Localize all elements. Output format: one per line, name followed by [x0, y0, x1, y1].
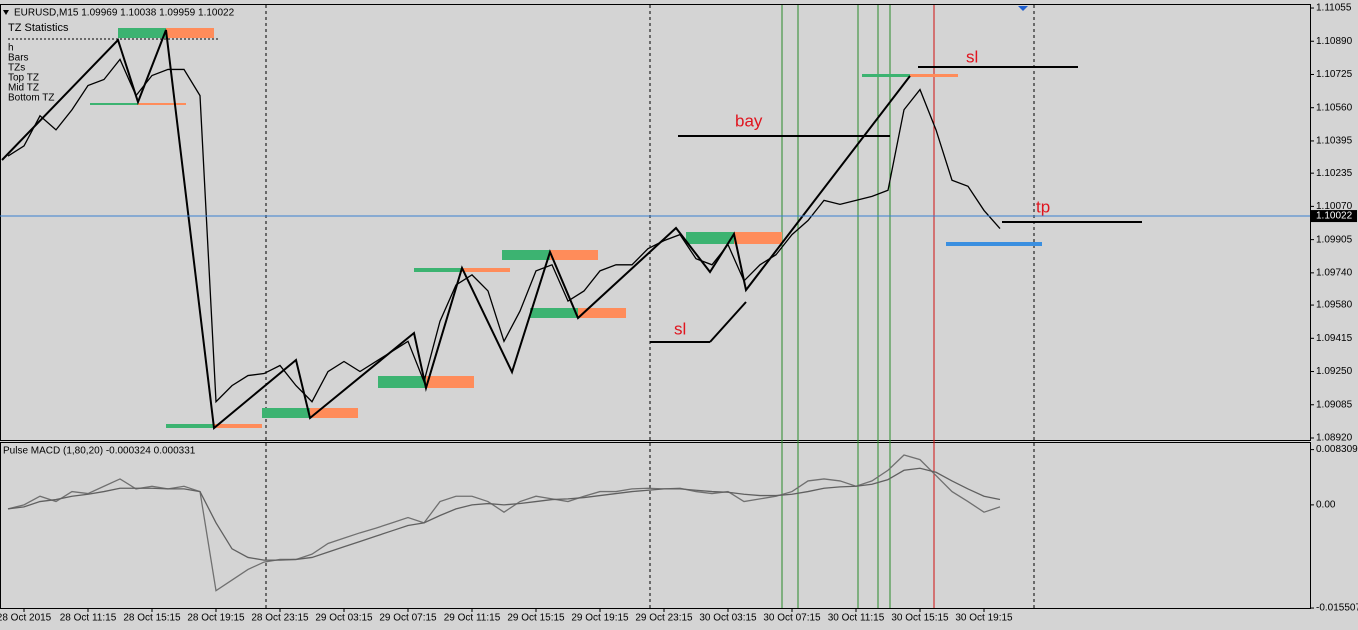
series-line	[7, 454, 1001, 592]
zone	[578, 308, 626, 318]
macd-panel	[0, 442, 1311, 609]
zone	[166, 424, 214, 428]
sl-line	[709, 301, 747, 343]
zone	[118, 28, 166, 38]
stats-label: Bars	[8, 53, 29, 64]
y-tick-label: 1.10890	[1316, 36, 1353, 47]
zones	[90, 28, 1042, 428]
main-panel	[0, 4, 1311, 441]
zone	[550, 250, 598, 260]
zone	[502, 250, 550, 260]
x-tick-label: 28 Oct 15:15	[123, 613, 181, 624]
y-tick-label: 0.008309	[1316, 444, 1358, 455]
x-tick-label: 28 Oct 23:15	[251, 613, 309, 624]
y-tick-label: 1.08920	[1316, 433, 1353, 444]
current-price-box	[1311, 210, 1357, 223]
y-tick-label: -0.015507	[1316, 603, 1358, 614]
stats-title: TZ Statistics	[8, 22, 69, 34]
zigzag	[1, 29, 911, 430]
y-tick-label: 1.09905	[1316, 234, 1353, 245]
y-tick-label: 1.09085	[1316, 399, 1353, 410]
zone	[414, 268, 462, 272]
x-tick-label: 30 Oct 19:15	[955, 613, 1013, 624]
zone	[462, 268, 510, 272]
annotation: sl	[966, 47, 978, 66]
x-tick-label: 29 Oct 07:15	[379, 613, 437, 624]
zone	[262, 408, 310, 418]
y-tick-label: 0.00	[1316, 500, 1336, 511]
y-tick-label: 1.10395	[1316, 136, 1353, 147]
current-price-label: 1.10022	[1316, 211, 1353, 222]
y-tick-label: 1.09740	[1316, 267, 1353, 278]
shift-marker	[1018, 6, 1028, 11]
zone	[910, 74, 958, 77]
series-line	[7, 58, 1001, 404]
zone	[138, 103, 186, 105]
indicator-title: Pulse MACD (1,80,20) -0.000324 0.000331	[3, 446, 196, 457]
zone	[530, 308, 578, 318]
x-tick-label: 28 Oct 19:15	[187, 613, 245, 624]
zone	[214, 424, 262, 428]
x-tick-label: 28 Oct 2015	[0, 613, 52, 624]
annotation: tp	[1036, 197, 1050, 216]
y-tick-label: 1.10070	[1316, 201, 1353, 212]
stats-label: h	[8, 43, 14, 54]
y-tick-label: 1.10560	[1316, 102, 1353, 113]
y-tick-label: 1.09415	[1316, 333, 1353, 344]
zone	[310, 408, 358, 418]
zone	[862, 74, 910, 77]
annotation: bay	[735, 111, 763, 130]
zone	[90, 103, 138, 105]
x-tick-label: 30 Oct 11:15	[828, 613, 885, 624]
x-tick-label: 30 Oct 03:15	[699, 613, 757, 624]
y-tick-label: 1.09580	[1316, 300, 1353, 311]
stats-label: Bottom TZ	[8, 93, 55, 104]
x-tick-label: 29 Oct 03:15	[315, 613, 373, 624]
series-line	[7, 467, 1001, 561]
tp-zone	[946, 242, 1042, 246]
y-tick-label: 1.09250	[1316, 366, 1353, 377]
y-tick-label: 1.10725	[1316, 69, 1353, 80]
chart-title: EURUSD,M15 1.09969 1.10038 1.09959 1.100…	[14, 8, 235, 19]
x-tick-label: 29 Oct 23:15	[635, 613, 693, 624]
x-tick-label: 29 Oct 11:15	[444, 613, 501, 624]
y-tick-label: 1.11055	[1316, 3, 1352, 14]
y-tick-label: 1.10235	[1316, 168, 1353, 179]
stats-label: TZs	[8, 63, 25, 74]
zone	[426, 376, 474, 388]
x-tick-label: 30 Oct 07:15	[763, 613, 821, 624]
x-tick-label: 28 Oct 11:15	[60, 613, 117, 624]
zone	[378, 376, 426, 388]
stats-label: Mid TZ	[8, 83, 39, 94]
x-tick-label: 29 Oct 19:15	[571, 613, 629, 624]
x-tick-label: 29 Oct 15:15	[507, 613, 565, 624]
annotation: sl	[674, 319, 686, 338]
zone	[734, 232, 782, 244]
stats-label: Top TZ	[8, 73, 39, 84]
vertical-lines	[265, 5, 1035, 608]
symbol-icon	[3, 10, 9, 15]
x-tick-label: 30 Oct 15:15	[891, 613, 949, 624]
zone	[166, 28, 214, 38]
trade-lines	[650, 66, 1142, 343]
zone	[686, 232, 734, 244]
